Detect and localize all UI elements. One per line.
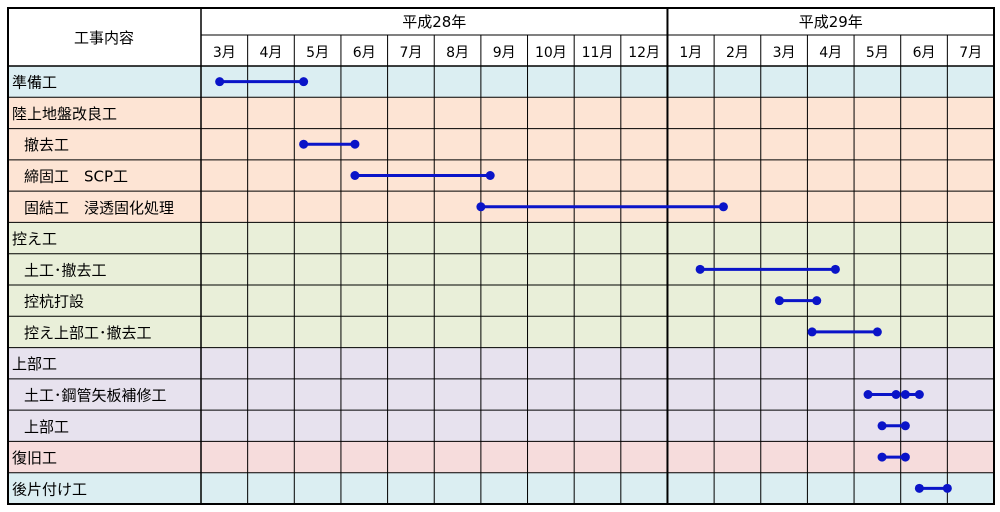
task-bar-start-marker	[774, 296, 784, 306]
grid-lines	[8, 8, 994, 504]
task-bar-start-marker	[914, 483, 924, 493]
month-label: 6月	[353, 45, 376, 61]
month-label: 3月	[773, 45, 796, 61]
row-background	[8, 66, 994, 98]
task-bar-start-marker	[877, 421, 887, 431]
row-background	[8, 253, 994, 285]
task-label: 上部工	[24, 418, 69, 436]
task-bar-end-marker	[350, 139, 360, 149]
task-bar-start-marker	[863, 390, 873, 399]
month-label: 7月	[399, 45, 422, 61]
task-label: 固結工 浸透固化処理	[24, 199, 174, 217]
row-background	[8, 97, 994, 129]
row-background	[8, 159, 994, 192]
month-label: 6月	[913, 45, 936, 61]
task-bar-start-marker	[900, 390, 910, 399]
task-bar-start-marker	[350, 171, 360, 180]
row-background	[8, 441, 994, 473]
header-label: 工事内容	[74, 29, 134, 47]
row-background	[8, 410, 994, 442]
task-label: 復旧工	[12, 449, 57, 467]
task-bar-end-marker	[872, 327, 882, 337]
task-bar-end-marker	[914, 390, 924, 399]
row-background	[8, 472, 994, 504]
task-label: 陸上地盤改良工	[12, 105, 117, 123]
task-label: 上部工	[12, 355, 57, 373]
month-label: 1月	[679, 45, 702, 61]
month-label: 5月	[866, 45, 889, 61]
month-label: 12月	[628, 45, 660, 61]
task-bar-end-marker	[900, 452, 910, 462]
task-label: 控え上部工･撤去工	[24, 324, 152, 342]
task-bar-end-marker	[942, 483, 952, 493]
row-background	[8, 222, 994, 254]
task-bar-start-marker	[476, 202, 486, 212]
row-background	[8, 128, 994, 160]
month-label: 11月	[582, 45, 614, 61]
task-bar-end-marker	[900, 421, 910, 431]
year-label: 平成29年	[799, 13, 863, 31]
month-label: 9月	[493, 45, 516, 61]
task-label: 土工･鋼管矢板補修工	[24, 387, 167, 405]
month-label: 4月	[819, 45, 842, 61]
row-background	[8, 347, 994, 379]
task-label: 準備工	[12, 74, 57, 92]
row-background	[8, 378, 994, 411]
year-label: 平成28年	[402, 13, 466, 31]
task-label: 締固工 SCP工	[24, 168, 128, 186]
task-label: 撤去工	[24, 136, 69, 154]
month-label: 2月	[726, 45, 749, 61]
month-label: 4月	[260, 45, 283, 61]
task-bar-start-marker	[695, 264, 705, 274]
task-bar-start-marker	[299, 139, 309, 149]
task-bars	[215, 77, 952, 493]
row-background	[8, 285, 994, 317]
task-label: 控杭打設	[24, 293, 84, 311]
month-label: 3月	[213, 45, 236, 61]
month-label: 5月	[306, 45, 329, 61]
task-bar-end-marker	[891, 390, 901, 399]
task-bar-end-marker	[485, 171, 495, 180]
task-bar-start-marker	[215, 77, 225, 87]
task-bar-end-marker	[299, 77, 309, 87]
task-bar-start-marker	[877, 452, 887, 462]
month-label: 10月	[535, 45, 567, 61]
month-label: 8月	[446, 45, 469, 61]
task-label: 後片付け工	[12, 480, 87, 498]
month-label: 7月	[959, 45, 982, 61]
task-bar-end-marker	[812, 296, 822, 306]
task-bar-start-marker	[807, 327, 817, 337]
task-bar-end-marker	[830, 264, 840, 274]
outer-border	[7, 7, 995, 505]
task-bar-end-marker	[718, 202, 728, 212]
frame	[7, 7, 995, 505]
task-label: 控え工	[12, 230, 57, 248]
task-label: 土工･撤去工	[24, 261, 107, 279]
